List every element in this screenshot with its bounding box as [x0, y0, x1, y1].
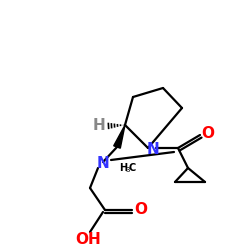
- Text: C: C: [128, 163, 136, 173]
- Text: N: N: [96, 156, 110, 170]
- Text: 3: 3: [126, 167, 130, 173]
- Text: H: H: [92, 118, 106, 134]
- Text: N: N: [146, 142, 160, 156]
- Text: H: H: [119, 163, 127, 173]
- Text: OH: OH: [75, 232, 101, 248]
- Text: O: O: [202, 126, 214, 142]
- Text: O: O: [134, 202, 147, 216]
- Polygon shape: [114, 125, 125, 148]
